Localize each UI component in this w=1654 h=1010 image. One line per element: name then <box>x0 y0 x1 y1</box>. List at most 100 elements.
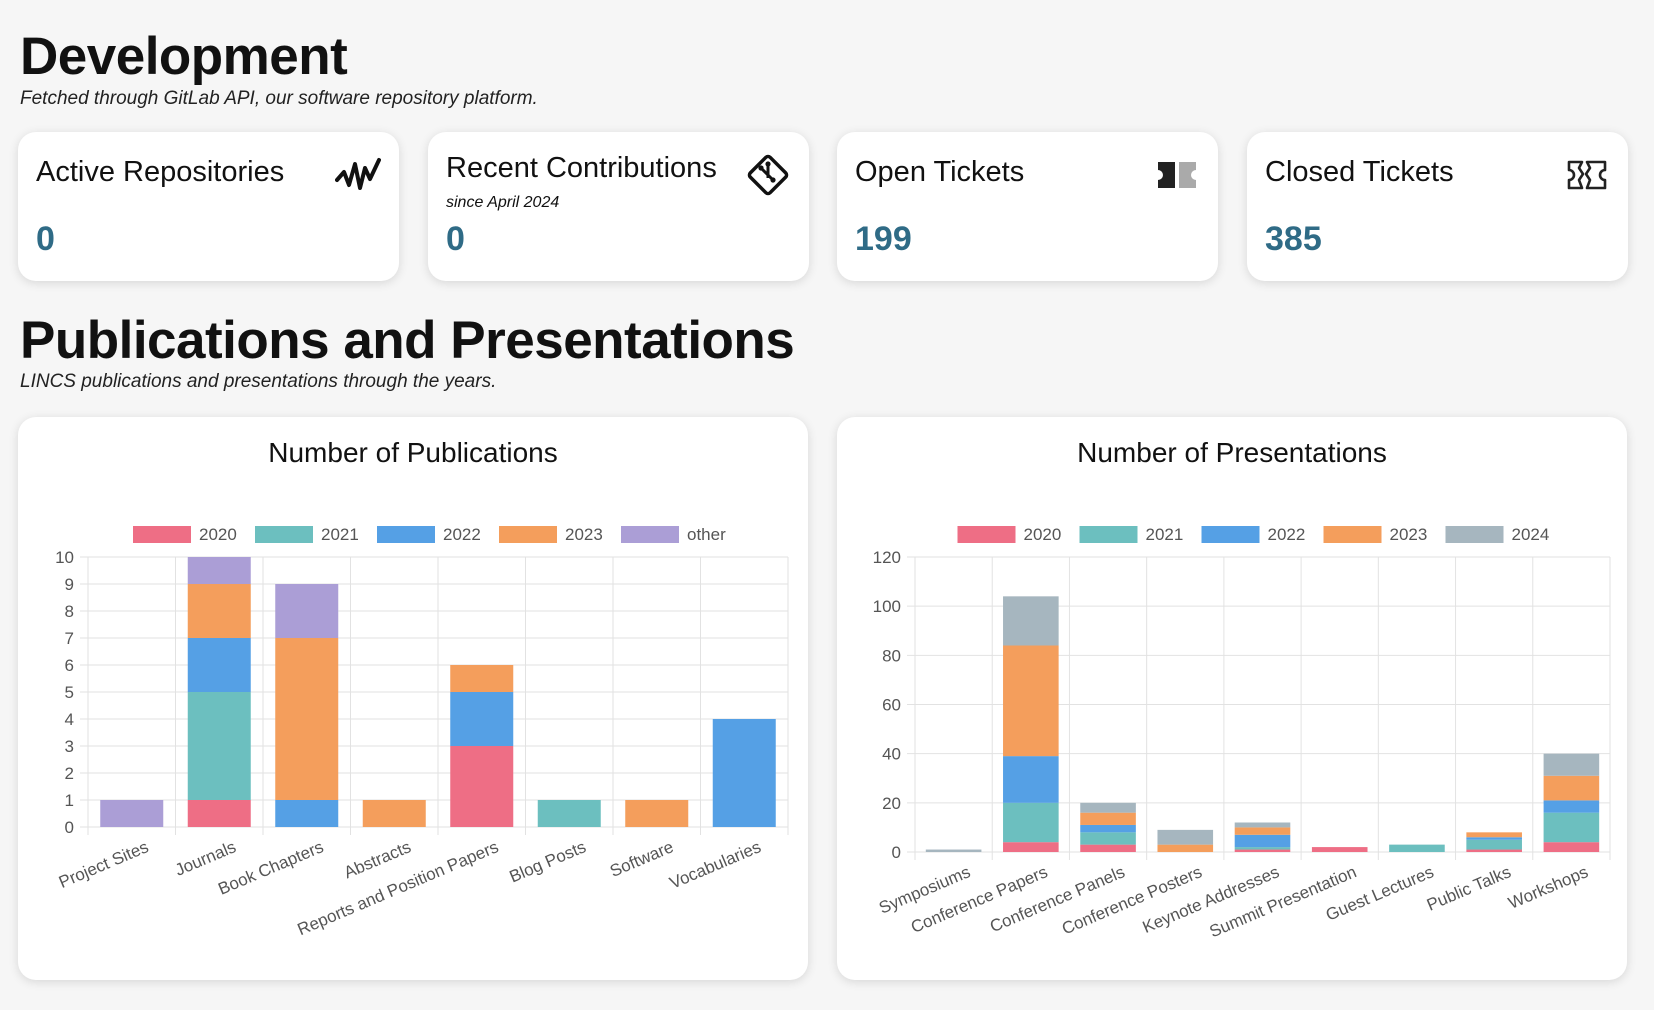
bar-conference-posters-2024[interactable] <box>1157 829 1214 845</box>
bar-keynote-addresses-2021[interactable] <box>1234 847 1291 850</box>
bar-conference-papers-2024[interactable] <box>1003 596 1059 646</box>
publications-subtitle: LINCS publications and presentations thr… <box>20 371 497 392</box>
git-commit-icon <box>747 154 789 196</box>
legend-swatch <box>377 526 435 543</box>
bar-public-talks-2021[interactable] <box>1466 839 1522 850</box>
closed-tickets-value: 385 <box>1265 220 1322 258</box>
bar-public-talks-2022[interactable] <box>1466 837 1522 840</box>
y-tick-label: 8 <box>65 602 74 621</box>
bar-conference-papers-2021[interactable] <box>1003 802 1059 843</box>
bar-book-chapters-other[interactable] <box>275 584 339 638</box>
bar-workshops-2021[interactable] <box>1543 812 1600 843</box>
legend-item-2021[interactable]: 2021 <box>1079 525 1184 544</box>
x-tick-label: Journals <box>172 837 239 880</box>
bar-book-chapters-2022[interactable] <box>275 800 339 827</box>
bar-keynote-addresses-2022[interactable] <box>1234 834 1291 848</box>
active-repositories-value: 0 <box>36 220 55 258</box>
open-tickets-card: Open Tickets 199 <box>837 132 1218 281</box>
y-tick-label: 2 <box>65 764 74 783</box>
legend-item-2022[interactable]: 2022 <box>1201 525 1306 544</box>
bar-workshops-2024[interactable] <box>1543 753 1600 776</box>
bar-project-sites-other[interactable] <box>100 800 164 827</box>
legend-label: 2022 <box>1268 525 1306 544</box>
bar-public-talks-2020[interactable] <box>1466 849 1522 852</box>
bar-workshops-2022[interactable] <box>1543 800 1600 813</box>
bar-symposiums-2024[interactable] <box>925 849 982 852</box>
y-tick-label: 10 <box>55 548 74 567</box>
bar-conference-posters-2023[interactable] <box>1157 844 1214 852</box>
y-tick-label: 100 <box>873 597 901 616</box>
legend-item-2021[interactable]: 2021 <box>255 525 359 544</box>
bar-conference-panels-2022[interactable] <box>1080 824 1136 833</box>
legend-label: 2021 <box>1146 525 1184 544</box>
legend-swatch <box>499 526 557 543</box>
ticket-outline-icon <box>1567 160 1607 190</box>
y-tick-label: 0 <box>65 818 74 837</box>
bar-journals-2023[interactable] <box>187 584 251 638</box>
recent-contributions-value: 0 <box>446 220 465 258</box>
legend-label: 2020 <box>1024 525 1062 544</box>
bar-conference-panels-2024[interactable] <box>1080 802 1136 813</box>
bar-reports-and-position-papers-2020[interactable] <box>450 746 514 827</box>
bar-keynote-addresses-2023[interactable] <box>1234 827 1291 835</box>
publications-chart-card: Number of Publications 2020 2021 2022 2023 o… <box>18 417 808 980</box>
y-tick-label: 7 <box>65 629 74 648</box>
legend-item-2024[interactable]: 2024 <box>1445 525 1550 544</box>
publications-title: Publications and Presentations <box>20 311 795 370</box>
bar-journals-2022[interactable] <box>187 638 251 692</box>
activity-icon <box>335 158 381 190</box>
legend-label: 2024 <box>1512 525 1550 544</box>
x-tick-label: Vocabularies <box>667 837 764 893</box>
bar-keynote-addresses-2024[interactable] <box>1234 822 1291 828</box>
legend-item-2020[interactable]: 2020 <box>957 525 1062 544</box>
active-repositories-card: Active Repositories 0 <box>18 132 399 281</box>
legend-item-other[interactable]: other <box>621 525 726 544</box>
bar-guest-lectures-2021[interactable] <box>1389 844 1445 852</box>
legend-item-2020[interactable]: 2020 <box>133 525 237 544</box>
bar-book-chapters-2023[interactable] <box>275 638 339 800</box>
legend-label: other <box>687 525 726 544</box>
closed-tickets-label: Closed Tickets <box>1265 156 1454 188</box>
bar-blog-posts-2021[interactable] <box>537 800 601 827</box>
active-repositories-label: Active Repositories <box>36 156 285 188</box>
bar-abstracts-2023[interactable] <box>362 800 426 827</box>
y-tick-label: 60 <box>882 696 901 715</box>
legend-item-2023[interactable]: 2023 <box>1323 525 1428 544</box>
bar-conference-panels-2023[interactable] <box>1080 812 1136 825</box>
development-title: Development <box>20 27 348 86</box>
legend-item-2022[interactable]: 2022 <box>377 525 481 544</box>
bar-summit-presentation-2020[interactable] <box>1311 847 1368 852</box>
presentations-chart-card: Number of Presentations 2020 2021 2022 2023… <box>837 417 1627 980</box>
chart-bars <box>925 596 1600 852</box>
bar-conference-panels-2021[interactable] <box>1080 832 1136 845</box>
bar-conference-panels-2020[interactable] <box>1080 844 1136 852</box>
bar-journals-other[interactable] <box>187 557 251 584</box>
bar-conference-papers-2022[interactable] <box>1003 756 1059 803</box>
legend-swatch <box>621 526 679 543</box>
bar-reports-and-position-papers-2023[interactable] <box>450 665 514 692</box>
bar-journals-2021[interactable] <box>187 692 251 800</box>
bar-vocabularies-2022[interactable] <box>712 719 776 827</box>
legend-label: 2021 <box>321 525 359 544</box>
legend-item-2023[interactable]: 2023 <box>499 525 603 544</box>
recent-contributions-card: Recent Contributions since April 2024 0 <box>428 132 809 281</box>
y-tick-label: 6 <box>65 656 74 675</box>
y-tick-label: 40 <box>882 745 901 764</box>
bar-journals-2020[interactable] <box>187 800 251 827</box>
bar-public-talks-2023[interactable] <box>1466 832 1522 838</box>
y-tick-label: 80 <box>882 646 901 665</box>
bar-software-2023[interactable] <box>625 800 689 827</box>
presentations-chart-title: Number of Presentations <box>1077 437 1387 468</box>
bar-conference-papers-2020[interactable] <box>1003 842 1059 852</box>
bar-conference-papers-2023[interactable] <box>1003 645 1059 757</box>
bar-workshops-2020[interactable] <box>1543 842 1600 852</box>
recent-contributions-label: Recent Contributions <box>446 152 717 184</box>
bar-reports-and-position-papers-2022[interactable] <box>450 692 514 746</box>
legend-swatch <box>1201 526 1260 543</box>
legend-swatch <box>1323 526 1382 543</box>
bar-workshops-2023[interactable] <box>1543 775 1600 801</box>
x-tick-label: Conference Panels <box>987 862 1128 936</box>
bar-keynote-addresses-2020[interactable] <box>1234 849 1291 852</box>
y-tick-label: 4 <box>65 710 74 729</box>
